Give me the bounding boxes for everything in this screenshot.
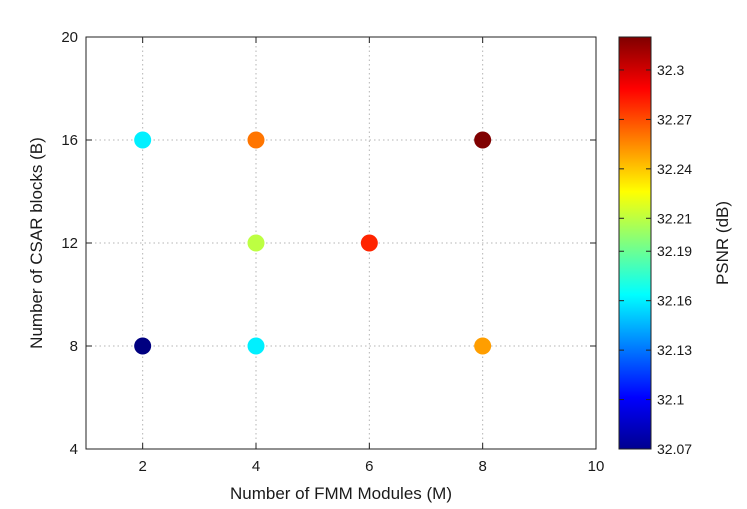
data-point: [474, 131, 492, 149]
y-tick-label: 12: [61, 235, 78, 252]
x-axis-ticks: 2 4 6 8 10: [138, 37, 604, 475]
y-axis-ticks: 4 8 12 16 20: [61, 29, 596, 458]
plot-area: [85, 36, 597, 450]
colorbar-tick-label: 32.21: [657, 210, 692, 226]
colorbar-tick-label: 32.07: [657, 441, 692, 457]
data-point: [247, 234, 265, 252]
data-point: [474, 337, 492, 355]
colorbar-tick-label: 32.19: [657, 243, 692, 259]
data-point: [247, 131, 265, 149]
x-tick-label: 8: [478, 458, 486, 475]
x-tick-label: 2: [138, 458, 146, 475]
y-tick-label: 8: [70, 338, 78, 355]
grid-lines: [86, 37, 596, 449]
colorbar-tick-label: 32.1: [657, 392, 684, 408]
colorbar-tick-label: 32.13: [657, 342, 692, 358]
colorbar-tick-label: 32.27: [657, 111, 692, 127]
data-point: [134, 131, 152, 149]
colorbar-tick-label: 32.24: [657, 161, 692, 177]
y-tick-label: 4: [70, 441, 78, 458]
data-point: [134, 337, 152, 355]
x-axis-label: Number of FMM Modules (M): [230, 484, 452, 503]
colorbar-tick-label: 32.16: [657, 293, 692, 309]
data-point: [360, 234, 378, 252]
x-tick-label: 10: [588, 458, 605, 475]
colorbar-tick-label: 32.3: [657, 62, 684, 78]
x-tick-label: 6: [365, 458, 373, 475]
y-axis-label: Number of CSAR blocks (B): [27, 137, 46, 349]
data-points: [134, 131, 492, 355]
colorbar-ticks: 32.07 32.1 32.13 32.16 32.19 32.21 32.24 32.27 3…: [619, 62, 692, 457]
colorbar-label: PSNR (dB): [713, 201, 732, 285]
colorbar: [618, 36, 652, 450]
y-tick-label: 20: [61, 29, 78, 46]
y-tick-label: 16: [61, 132, 78, 149]
x-tick-label: 4: [252, 458, 260, 475]
data-point: [247, 337, 265, 355]
